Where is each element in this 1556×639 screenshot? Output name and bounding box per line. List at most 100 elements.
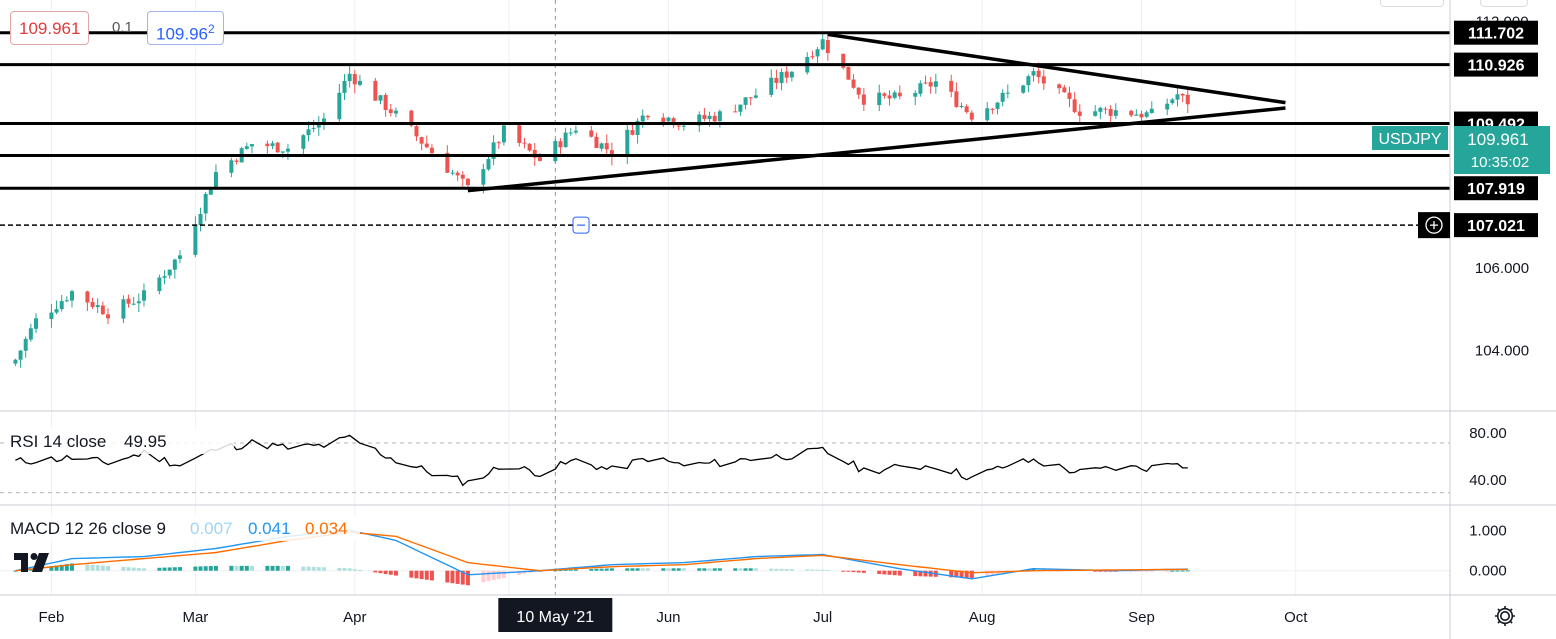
macd-histogram-bar — [249, 565, 254, 571]
candle-body — [1170, 99, 1175, 104]
candle-body — [64, 300, 69, 302]
candle-body — [33, 318, 38, 329]
macd-histogram-bar — [357, 569, 362, 571]
macd-histogram-bar — [707, 568, 712, 571]
macd-histogram-bar — [645, 568, 650, 571]
tradingview-logo[interactable] — [12, 550, 52, 576]
macd-histogram-bar — [157, 567, 162, 571]
candle-body — [681, 125, 686, 127]
candle-body — [496, 142, 501, 144]
candle-body — [213, 172, 218, 189]
bid-price: 109.961 — [19, 19, 81, 38]
candle-body — [193, 224, 198, 255]
macd-histogram-bar — [717, 568, 722, 571]
candle-body — [136, 301, 141, 304]
macd-histogram-bar — [486, 570, 491, 582]
macd-histogram-bar — [810, 569, 815, 571]
macd-histogram-bar — [352, 569, 357, 571]
macd-histogram-bar — [599, 568, 604, 571]
candle-body — [645, 115, 650, 118]
candle-body — [625, 129, 630, 156]
macd-histogram-bar — [373, 570, 378, 573]
candle-body — [1098, 107, 1103, 112]
settings-gear-icon[interactable] — [1492, 603, 1518, 629]
candle-body — [1062, 87, 1067, 93]
macd-histogram-bar — [306, 566, 311, 571]
rsi-legend-value: 49.95 — [124, 432, 167, 451]
macd-histogram-bar — [969, 570, 974, 579]
candle-body — [527, 143, 532, 151]
candle-body — [460, 174, 465, 179]
macd-histogram-bar — [640, 568, 645, 571]
macd-histogram-bar — [882, 570, 887, 575]
candle-body — [959, 106, 964, 108]
price-axis[interactable]: 104.000106.000112.000111.702110.926109.4… — [1372, 13, 1550, 580]
macd-histogram-bar — [429, 570, 434, 581]
macd-histogram-bar — [661, 568, 666, 571]
candle-body — [810, 56, 815, 58]
candle-body — [933, 81, 938, 87]
macd-histogram-bar — [239, 565, 244, 571]
candle-body — [280, 151, 285, 153]
macd-histogram-bar — [609, 568, 614, 571]
macd-histogram-bar — [1036, 568, 1041, 571]
time-tick-label: Apr — [343, 609, 366, 626]
candle-body — [409, 110, 414, 126]
candle-body — [445, 152, 450, 173]
symbol-tag-bg — [1372, 126, 1448, 150]
candle-body — [856, 87, 861, 95]
macd-histogram-bar — [69, 563, 74, 571]
macd-histogram-bar — [100, 565, 105, 571]
candle-body — [131, 303, 136, 305]
macd-histogram-bar — [347, 568, 352, 571]
candle-body — [918, 83, 923, 94]
macd-legend-hist: 0.007 — [190, 519, 233, 538]
candle-body — [1031, 71, 1036, 76]
macd-histogram-bar — [913, 570, 918, 577]
candle-body — [105, 314, 110, 319]
candle-body — [882, 93, 887, 96]
candle-body — [481, 169, 486, 185]
macd-histogram-bar — [496, 570, 501, 580]
candle-body — [820, 39, 825, 50]
candle-body — [270, 143, 275, 146]
signal-line — [15, 531, 1188, 574]
candle-body — [841, 53, 846, 68]
candle-body — [419, 137, 424, 144]
candle-body — [501, 125, 506, 143]
time-axis[interactable]: Feb Mar Apr Jun Jul Aug Sep Oct 10 May '21 — [38, 598, 1308, 632]
trendline — [827, 32, 1286, 105]
candle-body — [1113, 110, 1118, 116]
macd-legend-bg — [4, 515, 360, 541]
macd-histogram-bar — [841, 570, 846, 572]
candle-body — [491, 142, 496, 159]
candle-body — [69, 291, 74, 301]
candle-body — [825, 40, 830, 54]
candle-body — [342, 80, 347, 93]
macd-histogram-bar — [424, 570, 429, 580]
macd-histogram-bar — [789, 569, 794, 571]
candle-body — [249, 144, 254, 147]
ask-price-box[interactable]: 109.962 — [147, 11, 224, 45]
candle-body — [666, 117, 671, 122]
price-tick-label: 104.000 — [1475, 342, 1529, 359]
macd-histogram-bar — [316, 567, 321, 571]
macd-histogram-bar — [568, 569, 573, 571]
candle-body — [558, 141, 563, 148]
macd-histogram-bar — [589, 568, 594, 571]
candle-body — [990, 108, 995, 110]
candle-body — [167, 269, 172, 276]
candle-body — [1005, 92, 1010, 94]
macd-histogram-bar — [126, 567, 131, 571]
bid-price-box[interactable]: 109.961 — [10, 11, 90, 45]
macd-histogram-bar — [892, 570, 897, 576]
macd-histogram-bar — [383, 570, 388, 574]
macd-histogram-bar — [388, 570, 393, 575]
macd-histogram-bar — [712, 568, 717, 571]
candle-body — [640, 115, 645, 122]
macd-histogram-bar — [1139, 570, 1144, 572]
macd-histogram-bar — [311, 566, 316, 571]
candle-body — [928, 82, 933, 87]
